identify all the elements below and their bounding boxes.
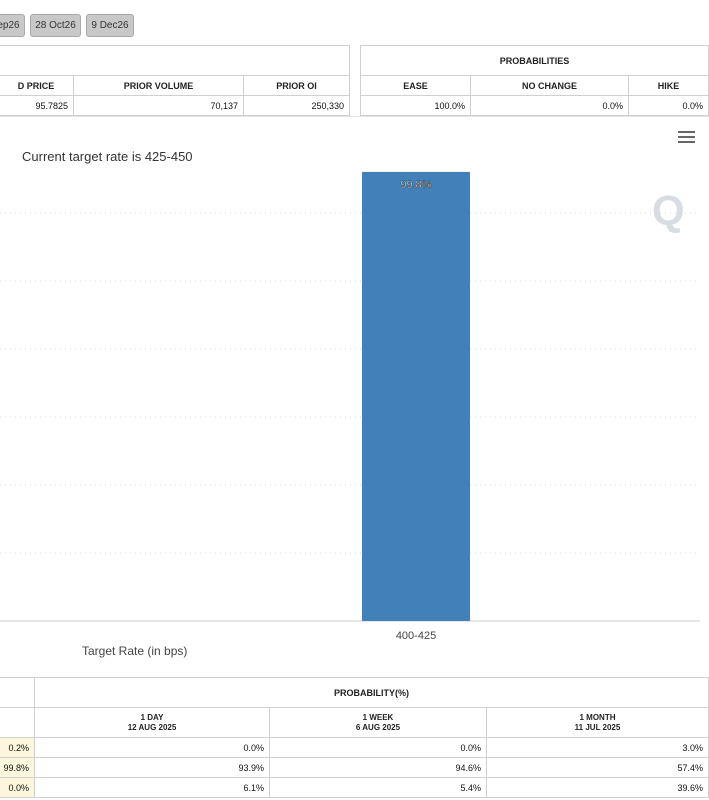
- now-value: 99.8%: [0, 757, 35, 778]
- col-header-1-month-date: 11 JUL 2025: [574, 722, 621, 732]
- col-header-1-week: 1 WEEK 6 AUG 2025: [269, 707, 487, 738]
- probability-pct-title: PROBABILITY(%): [34, 677, 709, 708]
- month-value: 57.4%: [486, 757, 709, 778]
- col-header-no-change: NO CHANGE: [470, 75, 629, 96]
- table-row: 99.8% 93.9% 94.6% 57.4%: [0, 757, 709, 778]
- col-header-1-day-label: 1 DAY: [140, 712, 164, 722]
- col-header-1-month-label: 1 MONTH: [579, 712, 616, 722]
- date-tab-sep26[interactable]: ep26: [0, 14, 25, 37]
- bar-data-label: 99.8%: [400, 179, 431, 191]
- hamburger-menu-icon[interactable]: [678, 131, 695, 145]
- bar-400-425[interactable]: [362, 171, 470, 621]
- month-value: 39.6%: [486, 777, 709, 798]
- col-header-prior-oi: PRIOR OI: [243, 75, 350, 96]
- col-header-hike: HIKE: [628, 75, 709, 96]
- ease-value: 100.0%: [360, 95, 471, 116]
- col-header-1-day-date: 12 AUG 2025: [127, 722, 177, 732]
- prior-volume-value: 70,137: [73, 95, 244, 116]
- week-value: 0.0%: [269, 737, 487, 758]
- table-row: 0.0% 6.1% 5.4% 39.6%: [0, 777, 709, 798]
- history-blank-corner: [0, 677, 35, 708]
- col-header-1-day: 1 DAY 12 AUG 2025: [34, 707, 270, 738]
- col-header-1-week-label: 1 WEEK: [362, 712, 394, 722]
- history-blank-sub: [0, 707, 35, 738]
- now-value: 0.2%: [0, 737, 35, 758]
- q-logo-watermark-icon: Q: [652, 187, 685, 234]
- col-header-price: D PRICE: [0, 75, 74, 96]
- current-target-rate-label: Current target rate is 425-450: [22, 149, 193, 164]
- now-value: 0.0%: [0, 777, 35, 798]
- futures-table-blank-header: [0, 45, 350, 76]
- x-tick-label: 400-425: [396, 630, 436, 642]
- col-header-1-month: 1 MONTH 11 JUL 2025: [486, 707, 709, 738]
- col-header-ease: EASE: [360, 75, 471, 96]
- prior-oi-value: 250,330: [243, 95, 350, 116]
- chart-plot-area: 99.8% 400-425: [0, 171, 700, 642]
- day-value: 0.0%: [34, 737, 270, 758]
- week-value: 5.4%: [269, 777, 487, 798]
- day-value: 93.9%: [34, 757, 270, 778]
- date-tab-dec26[interactable]: 9 Dec26: [86, 14, 134, 37]
- col-header-prior-volume: PRIOR VOLUME: [73, 75, 244, 96]
- probabilities-title: PROBABILITIES: [360, 45, 709, 76]
- date-tab-oct26[interactable]: 28 Oct26: [30, 14, 81, 37]
- futures-table: D PRICE PRIOR VOLUME PRIOR OI 95.7825 70…: [0, 45, 350, 116]
- x-axis-label: Target Rate (in bps): [82, 644, 188, 658]
- no-change-value: 0.0%: [470, 95, 629, 116]
- week-value: 94.6%: [269, 757, 487, 778]
- table-row: 0.2% 0.0% 0.0% 3.0%: [0, 737, 709, 758]
- month-value: 3.0%: [486, 737, 709, 758]
- day-value: 6.1%: [34, 777, 270, 798]
- col-header-1-week-date: 6 AUG 2025: [355, 722, 401, 732]
- target-rate-chart: Current target rate is 425-450 Q 99.8% 40…: [0, 116, 709, 672]
- hike-value: 0.0%: [628, 95, 709, 116]
- price-value: 95.7825: [0, 95, 74, 116]
- probability-history-table: PROBABILITY(%) 1 DAY 12 AUG 2025 1 WEEK …: [0, 677, 709, 798]
- probabilities-table: PROBABILITIES EASE NO CHANGE HIKE 100.0%…: [360, 45, 709, 116]
